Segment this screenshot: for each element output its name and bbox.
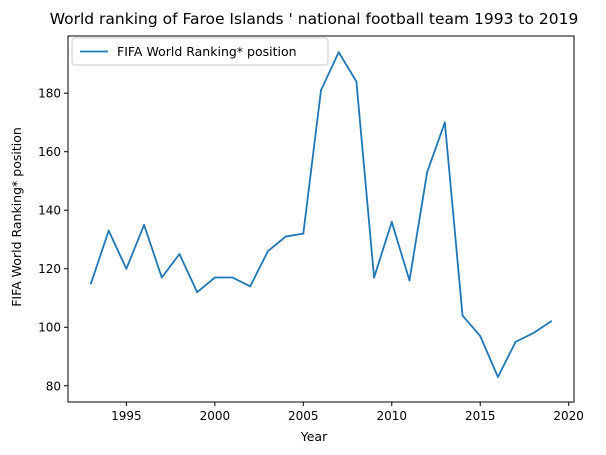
x-tick-label: 2015 [465, 409, 496, 423]
x-tick-label: 2000 [200, 409, 231, 423]
data-point [284, 235, 287, 238]
data-point [302, 232, 305, 235]
x-tick-label: 2020 [553, 409, 584, 423]
y-tick-label: 120 [38, 262, 61, 276]
x-tick-label: 2005 [288, 409, 319, 423]
data-point [320, 89, 322, 92]
data-point [426, 171, 429, 174]
chart-title: World ranking of Faroe Islands ' nationa… [50, 10, 579, 28]
plot-area [89, 51, 553, 378]
x-tick-label: 1995 [111, 409, 142, 423]
data-point [408, 279, 411, 282]
data-point [497, 376, 499, 378]
axis-ticks: 1995 2000 2005 2010 2015 2020 80 100 120 140 160 18… [38, 87, 584, 423]
data-point [550, 320, 552, 323]
x-axis-label: Year [300, 429, 328, 444]
plot-frame [67, 35, 575, 403]
data-point [373, 276, 375, 279]
y-axis-label: FIFA World Ranking* position [9, 127, 24, 307]
data-point [143, 223, 145, 226]
y-tick-label: 100 [38, 321, 61, 335]
y-tick-label: 180 [38, 87, 61, 101]
y-tick-label: 140 [38, 204, 61, 218]
data-point [125, 267, 128, 270]
data-point [213, 276, 216, 279]
y-tick-label: 80 [46, 379, 61, 393]
data-point [461, 314, 464, 317]
legend-series-label: FIFA World Ranking* position [117, 44, 297, 59]
data-point [231, 276, 234, 279]
data-point [160, 276, 163, 279]
y-tick-label: 160 [38, 145, 61, 159]
data-point [107, 229, 110, 232]
legend: FIFA World Ranking* position [71, 37, 329, 66]
data-point [390, 221, 393, 223]
data-point [267, 250, 269, 253]
data-point [196, 291, 199, 294]
data-point [479, 335, 482, 337]
x-tick-label: 2010 [376, 409, 407, 423]
legend-box [71, 37, 329, 66]
data-point [443, 121, 446, 124]
data-point [337, 51, 340, 54]
data-point [532, 332, 535, 335]
data-point [178, 253, 181, 256]
data-point [90, 282, 92, 285]
data-point [514, 340, 517, 343]
data-point [249, 285, 252, 288]
data-point [355, 80, 358, 83]
